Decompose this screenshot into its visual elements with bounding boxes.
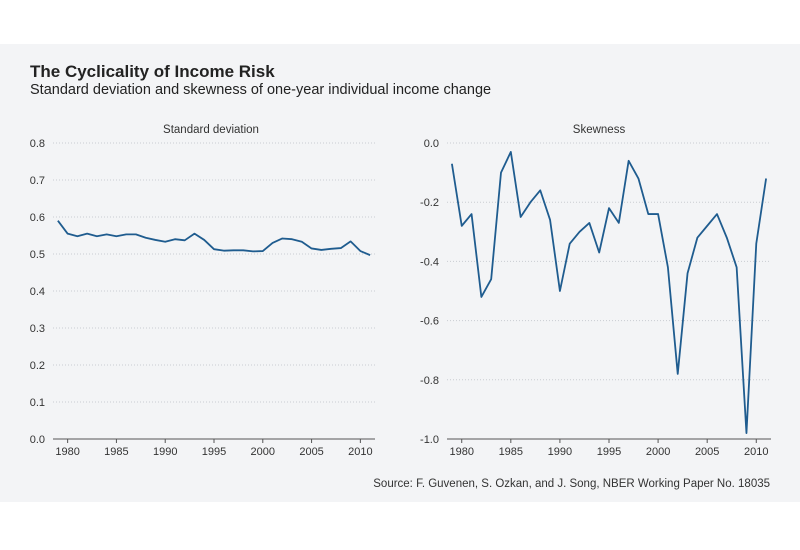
- series-line: [451, 150, 767, 434]
- x-tick-label: 1990: [548, 446, 572, 458]
- x-tick-label: 1995: [202, 446, 226, 458]
- x-tick-label: 2010: [744, 446, 768, 458]
- x-tick-label: 2000: [646, 446, 670, 458]
- series-line: [57, 220, 371, 256]
- y-tick-label: 0.6: [30, 212, 45, 224]
- chart-background: [0, 44, 800, 502]
- y-tick-label: 0.2: [30, 360, 45, 372]
- x-tick-label: 2010: [348, 446, 372, 458]
- panel-title: Standard deviation: [163, 124, 259, 136]
- x-tick-label: 1980: [55, 446, 79, 458]
- x-tick-label: 1990: [153, 446, 177, 458]
- y-tick-label: 0.3: [30, 323, 45, 335]
- y-tick-label: 0.5: [30, 249, 45, 261]
- x-tick-label: 1985: [104, 446, 128, 458]
- panel-title: Skewness: [573, 124, 626, 136]
- y-tick-label: 0.8: [30, 138, 45, 150]
- y-tick-label: 0.4: [30, 286, 45, 298]
- x-tick-label: 1980: [449, 446, 473, 458]
- y-tick-label: 0.1: [30, 397, 45, 409]
- y-tick-label: 0.0: [424, 138, 439, 150]
- y-tick-label: -0.8: [420, 375, 439, 387]
- y-tick-label: 0.7: [30, 175, 45, 187]
- x-tick-label: 2000: [251, 446, 275, 458]
- chart-subtitle: Standard deviation and skewness of one-y…: [30, 82, 492, 98]
- source-note: Source: F. Guvenen, S. Ozkan, and J. Son…: [373, 478, 770, 490]
- y-tick-label: -1.0: [420, 434, 439, 446]
- y-tick-label: -0.6: [420, 316, 439, 328]
- x-tick-label: 1995: [597, 446, 621, 458]
- y-tick-label: -0.2: [420, 197, 439, 209]
- y-tick-label: -0.4: [420, 256, 439, 268]
- x-tick-label: 2005: [695, 446, 719, 458]
- y-tick-label: 0.0: [30, 434, 45, 446]
- chart-title: The Cyclicality of Income Risk: [30, 62, 275, 81]
- x-tick-label: 1985: [499, 446, 523, 458]
- x-tick-label: 2005: [299, 446, 323, 458]
- panel-skewness: Skewness 0.0 -0.2 -0.4 -0.6 -0.8 -1.0 1980 1985 1…: [420, 124, 771, 458]
- panel-standard-deviation: Standard deviation 0.0 0.1 0.2 0.3 0.4 0.5 0.6 0…: [30, 124, 375, 458]
